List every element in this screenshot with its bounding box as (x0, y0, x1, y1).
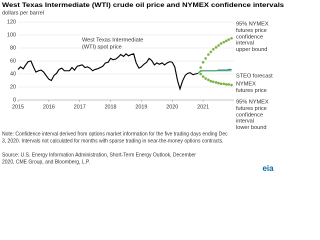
series-label: interval (236, 41, 254, 47)
series-label: interval (236, 119, 254, 125)
y-tick-label: 60 (10, 58, 16, 64)
series-label: futures price (236, 28, 267, 34)
chart: West Texas Intermediate (WTI) crude oil … (2, 2, 284, 173)
series-label: 95% NYMEX (236, 21, 269, 27)
data-point (201, 61, 205, 64)
data-point (230, 36, 233, 40)
data-point (214, 81, 218, 84)
data-point (219, 82, 223, 86)
x-tick-label: 2020 (166, 104, 178, 110)
data-point (199, 72, 202, 76)
x-tick-label: 2015 (12, 104, 24, 110)
data-point (201, 75, 205, 78)
data-point (222, 40, 226, 44)
series-label: futures price (236, 88, 267, 94)
data-point (230, 83, 233, 87)
data-point (217, 81, 220, 85)
x-tick-label: 2018 (105, 104, 117, 110)
note: Note: Confidence interval derived from o… (2, 131, 228, 137)
x-tick-label: 2016 (43, 104, 55, 110)
series-label: (WTI) spot price (82, 44, 122, 50)
data-point (212, 80, 215, 84)
data-point (207, 53, 210, 56)
series-line (197, 68, 232, 74)
note: 3, 2020. Intervals not calculated for mo… (2, 138, 224, 144)
source: 2020, CME Group, and Bloomberg, L.P. (2, 159, 90, 165)
series-label: upper bound (236, 47, 267, 53)
y-tick-label: 80 (10, 45, 16, 51)
data-point (224, 39, 228, 43)
series-label: NYMEX (236, 81, 256, 87)
data-point (222, 82, 226, 86)
data-point (204, 57, 207, 60)
series-line (197, 70, 232, 74)
y-tick-label: 0 (13, 97, 16, 103)
data-point (212, 48, 215, 51)
data-point (214, 46, 218, 49)
x-tick-label: 2017 (74, 104, 86, 110)
logo: eia (262, 164, 274, 173)
source: Source: U.S. Energy Information Administ… (2, 152, 196, 158)
series-label: confidence (236, 34, 263, 40)
data-point (224, 83, 228, 86)
data-point (227, 83, 231, 86)
series-label: futures price (236, 106, 267, 112)
data-point (204, 77, 207, 80)
y-tick-label: 40 (10, 71, 16, 77)
series-label: STEO forecast (236, 73, 273, 79)
x-tick-label: 2021 (197, 104, 209, 110)
data-point (219, 42, 223, 45)
series-label: 95% NYMEX (236, 99, 269, 105)
data-point (209, 79, 213, 83)
chart-subtitle: dollars per barrel (2, 10, 44, 16)
series-label: West Texas Intermediate (82, 37, 143, 43)
data-point (207, 78, 210, 82)
series-label: lower bound (236, 125, 266, 131)
y-tick-label: 100 (7, 32, 16, 38)
y-tick-label: 20 (10, 84, 16, 90)
data-point (227, 38, 231, 41)
series-label: confidence (236, 112, 263, 118)
data-point (209, 50, 213, 54)
chart-title: West Texas Intermediate (WTI) crude oil … (2, 2, 284, 9)
data-point (217, 44, 220, 47)
data-point (199, 66, 202, 69)
y-tick-label: 120 (7, 19, 16, 25)
series-line (17, 53, 199, 91)
x-tick-label: 2019 (135, 104, 147, 110)
